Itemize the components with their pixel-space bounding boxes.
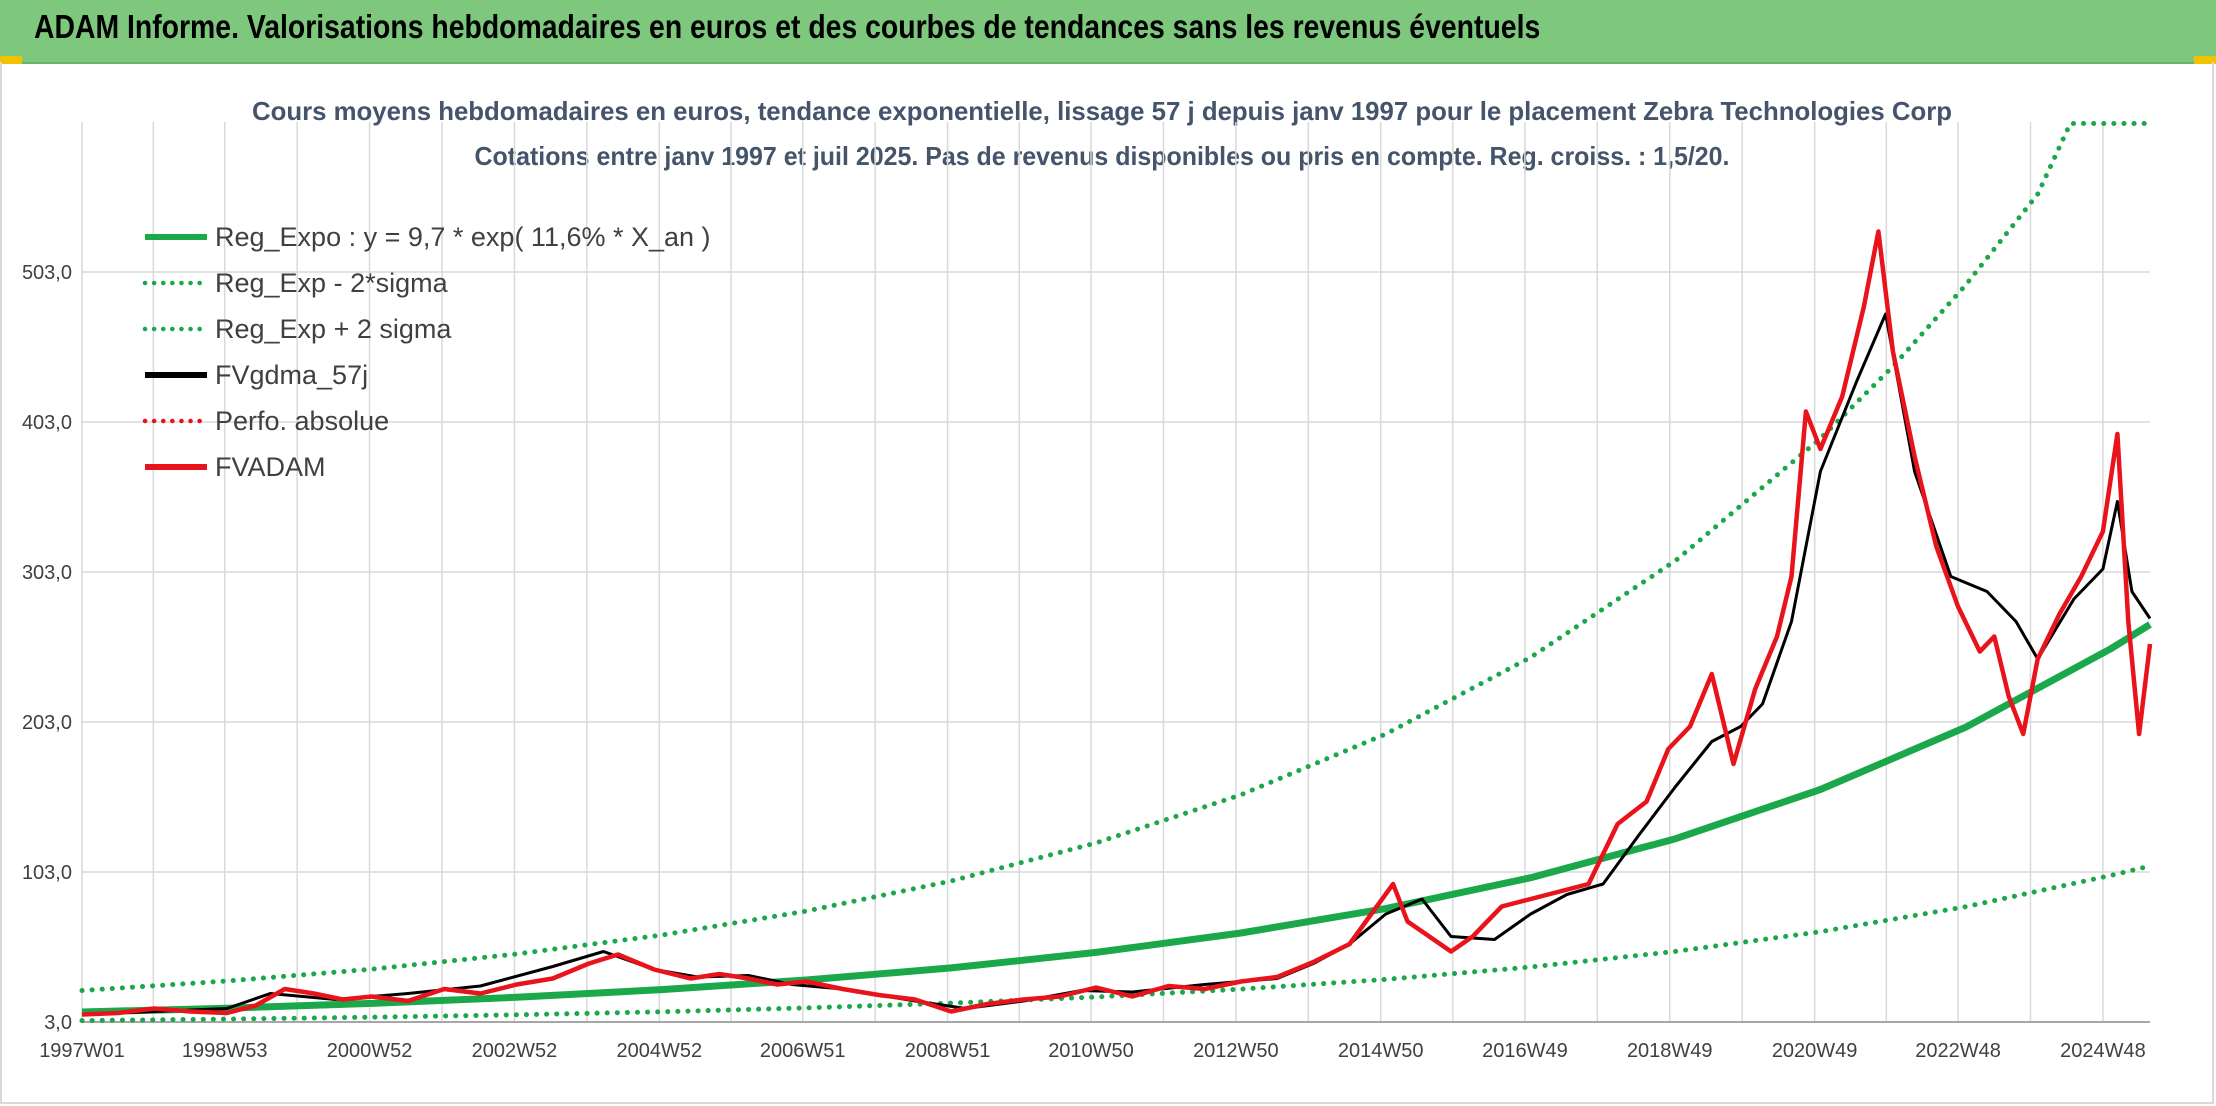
x-tick-label: 1997W01 [39,1040,125,1062]
report-title: ADAM Informe. Valorisations hebdomadaire… [34,8,1541,45]
x-tick-label: 2014W50 [1338,1040,1424,1062]
report-header-bar: ADAM Informe. Valorisations hebdomadaire… [0,0,2216,64]
x-tick-label: 2018W49 [1627,1040,1713,1062]
y-tick-label: 303,0 [22,562,72,584]
x-tick-label: 2016W49 [1482,1040,1568,1062]
x-tick-label: 2020W49 [1772,1040,1858,1062]
series-line-5 [81,229,2153,1017]
x-tick-label: 2004W52 [616,1040,702,1062]
chart-subtitle: Cotations entre janv 1997 et juil 2025. … [475,141,1730,171]
x-tick-label: 2006W51 [760,1040,846,1062]
x-tick-label: 1998W53 [182,1040,268,1062]
legend-label-4: Perfo. absolue [215,406,389,436]
series-line-1 [79,863,2153,1024]
legend-label-3: FVgdma_57j [215,360,368,390]
x-tick-label: 2000W52 [327,1040,413,1062]
corner-marker-right [2194,56,2216,64]
y-tick-label: 103,0 [22,862,72,884]
x-tick-label: 2008W51 [905,1040,991,1062]
y-tick-label: 503,0 [22,262,72,284]
grid-lines [81,122,2150,1023]
x-tick-label: 2002W52 [472,1040,558,1062]
x-tick-label: 2010W50 [1048,1040,1134,1062]
series-line-0 [81,621,2152,1016]
chart-frame [0,62,2214,1104]
corner-marker-left [0,56,22,64]
legend-label-0: Reg_Expo : y = 9,7 * exp( 11,6% * X_an ) [215,222,711,252]
legend-label-5: FVADAM [215,452,326,482]
series-lines [79,121,2153,1024]
series-line-2 [79,121,2153,993]
y-tick-label: 403,0 [22,412,72,434]
y-tick-label: 203,0 [22,712,72,734]
legend-label-2: Reg_Exp + 2 sigma [215,314,452,344]
x-tick-label: 2024W48 [2060,1040,2146,1062]
y-tick-label: 3,0 [44,1012,72,1034]
axes: 3,0 103,0 203,0 303,0 403,0 503,0 1997W01 1998W… [22,262,2150,1062]
x-tick-label: 2022W48 [1915,1040,2001,1062]
legend: Reg_Expo : y = 9,7 * exp( 11,6% * X_an )… [142,222,711,482]
legend-label-1: Reg_Exp - 2*sigma [215,268,449,298]
series-line-3 [81,312,2152,1016]
chart-title: Cours moyens hebdomadaires en euros, ten… [252,96,1952,126]
x-tick-label: 2012W50 [1193,1040,1279,1062]
